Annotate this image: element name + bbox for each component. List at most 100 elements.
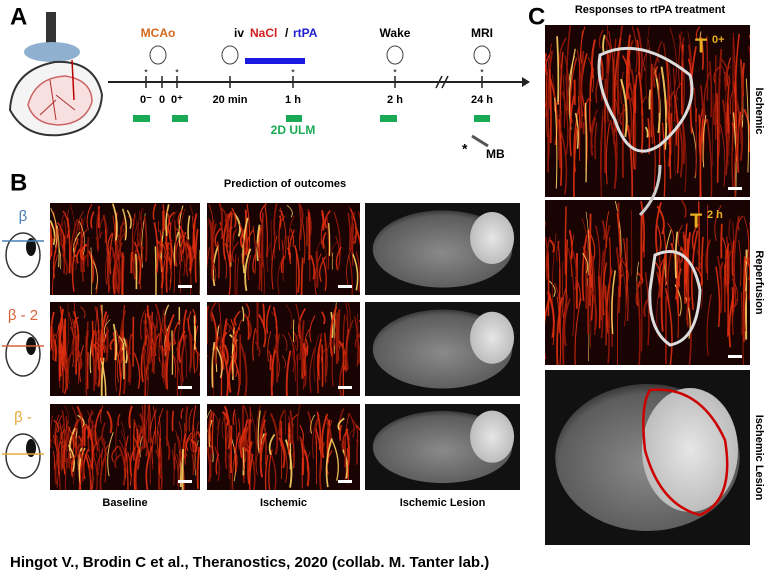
vessel xyxy=(348,254,353,295)
vessel xyxy=(333,211,341,266)
vessel xyxy=(141,349,147,396)
panel-title: Prediction of outcomes xyxy=(224,178,346,190)
vessel xyxy=(111,445,119,463)
vessel xyxy=(99,451,108,490)
vessel xyxy=(71,318,77,367)
vessel xyxy=(562,287,567,318)
vessel xyxy=(582,252,589,273)
vessel xyxy=(614,79,620,107)
event-label: MCAo xyxy=(141,26,176,40)
vessel xyxy=(315,251,319,288)
vessel xyxy=(71,334,75,356)
vessel xyxy=(269,354,272,371)
vessel xyxy=(210,302,217,322)
vessel xyxy=(151,427,157,471)
vessel xyxy=(171,410,174,432)
vessel xyxy=(743,108,750,153)
vessel xyxy=(236,257,240,295)
vessel xyxy=(228,447,232,480)
vessel xyxy=(61,410,66,444)
image xyxy=(50,302,200,396)
vessel xyxy=(120,430,128,475)
vessel xyxy=(64,450,71,490)
vessel xyxy=(289,410,294,445)
vessel xyxy=(184,341,188,378)
vessel xyxy=(240,225,247,256)
vessel xyxy=(173,219,177,266)
vessel xyxy=(270,349,276,396)
vessel xyxy=(82,255,85,282)
vessel xyxy=(356,439,359,465)
vessel xyxy=(546,291,555,338)
vessel xyxy=(192,213,198,254)
vessel xyxy=(75,351,83,370)
vessel xyxy=(606,25,608,94)
ulm-session xyxy=(380,115,397,122)
vessel xyxy=(287,236,290,255)
vessel xyxy=(342,437,347,468)
vessel xyxy=(589,65,594,102)
vessel xyxy=(207,409,212,432)
vessel xyxy=(163,314,167,331)
vessel xyxy=(50,415,53,448)
vessel xyxy=(358,319,360,324)
probe xyxy=(46,12,56,48)
vessel xyxy=(218,203,224,228)
vessel xyxy=(96,208,100,238)
vessel xyxy=(572,127,579,197)
vessel xyxy=(53,419,60,433)
vessel xyxy=(207,217,209,260)
vessel xyxy=(314,253,322,295)
vessel xyxy=(125,346,132,386)
vessel xyxy=(580,50,585,129)
vessel xyxy=(207,446,211,482)
vessel xyxy=(125,452,129,490)
vessel xyxy=(280,437,288,484)
vessel xyxy=(610,270,616,334)
vessel xyxy=(239,427,247,458)
vessel xyxy=(158,438,162,475)
vessel xyxy=(122,342,125,380)
scale-bar xyxy=(178,386,192,389)
time-label: 2 h xyxy=(707,209,723,221)
vessel xyxy=(195,350,200,366)
vessel xyxy=(331,252,334,270)
vessel xyxy=(105,244,111,285)
column-label: Ischemic Lesion xyxy=(400,497,486,509)
vessel xyxy=(556,296,562,365)
vessel xyxy=(691,223,699,251)
image xyxy=(207,302,360,396)
vessel xyxy=(733,125,740,197)
vessel xyxy=(288,416,292,444)
panel-label: B xyxy=(10,169,27,196)
vessel xyxy=(100,441,107,464)
timeline-arrow xyxy=(522,77,530,87)
vessel xyxy=(321,257,327,291)
event-label: iv xyxy=(234,26,244,40)
vessel xyxy=(158,322,163,363)
image xyxy=(50,203,200,295)
vessel xyxy=(189,432,198,452)
vessel xyxy=(695,26,701,40)
vessel xyxy=(708,61,713,118)
vessel xyxy=(177,330,186,363)
vessel xyxy=(76,419,79,472)
vessel xyxy=(215,345,223,378)
vessel xyxy=(50,346,52,353)
vessel xyxy=(157,356,163,376)
vessel xyxy=(149,315,157,355)
vessel xyxy=(267,330,272,362)
vessel xyxy=(354,226,360,275)
vessel xyxy=(128,333,132,355)
asterisk: * xyxy=(144,67,148,77)
brain xyxy=(27,75,93,126)
vessel xyxy=(647,39,654,130)
vessel xyxy=(621,55,630,92)
vessel xyxy=(678,268,682,287)
vessel xyxy=(50,439,53,458)
vessel xyxy=(114,242,123,290)
vessel xyxy=(88,453,96,481)
vessel xyxy=(185,432,193,452)
vessel xyxy=(683,223,688,304)
vessel xyxy=(674,112,677,175)
